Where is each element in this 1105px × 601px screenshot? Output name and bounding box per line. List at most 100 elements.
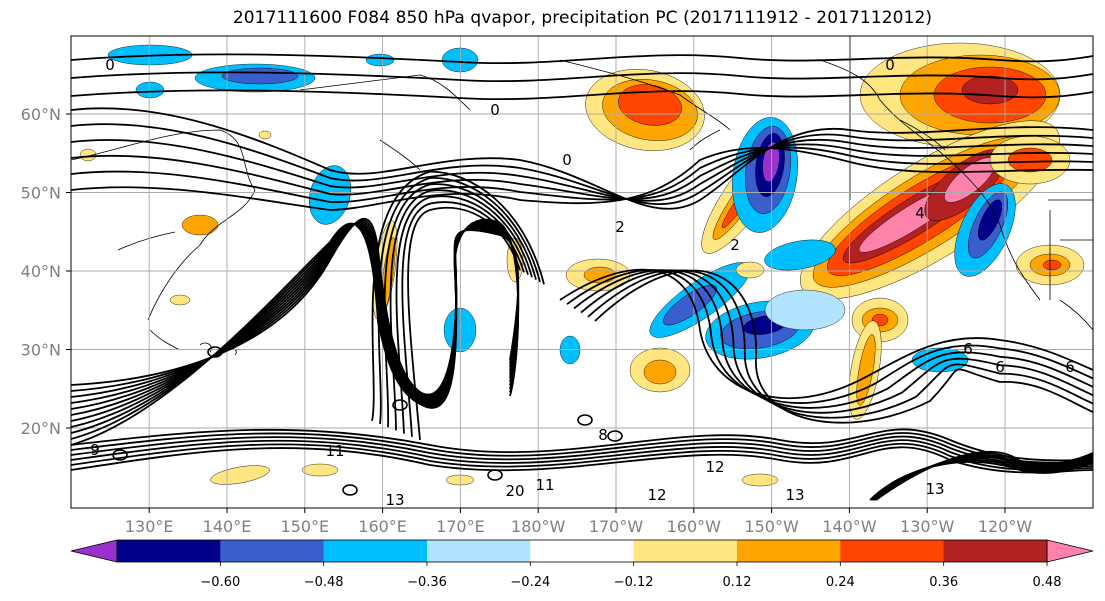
precip-cell: [559, 335, 581, 365]
lon-tick-label: 140°E: [203, 517, 252, 536]
contour-label: 8: [598, 426, 608, 444]
lon-tick-label: 130°W: [900, 517, 955, 536]
contour-label: 2: [615, 218, 625, 236]
precip-cell: [662, 284, 718, 326]
colorbar-box: [943, 540, 1048, 562]
map-frame: [70, 35, 1094, 509]
qvapor-contour: [71, 146, 1093, 203]
latitude-ticks: 60°N 50°N 40°N 30°N 20°N: [21, 105, 71, 438]
colorbar-tick-label: −0.24: [510, 575, 550, 590]
colorbar-box: [427, 540, 531, 562]
precip-cell: [181, 214, 219, 236]
contour-label: 13: [925, 480, 944, 498]
qvapor-contours: [71, 53, 1093, 501]
colorbar-box: [840, 540, 945, 562]
precip-cell: [221, 67, 299, 85]
precipitation-shading: [79, 42, 1085, 487]
qvapor-contour: [395, 195, 529, 434]
lon-tick-label: 170°E: [436, 517, 485, 536]
qvapor-contour: [71, 53, 1093, 65]
qvapor-contour: [566, 269, 1093, 404]
qvapor-contour: [71, 432, 1093, 464]
precip-cell: [79, 148, 97, 162]
precip-cell: [258, 130, 272, 140]
colorbar-tick-label: 0.24: [826, 575, 855, 590]
contour-label: 6: [963, 340, 973, 358]
qvapor-contour: [389, 189, 533, 431]
contour-label: 0: [490, 101, 500, 119]
precip-cell: [764, 239, 836, 271]
qvapor-contour: [71, 107, 1093, 210]
colorbar-tick-label: −0.48: [304, 575, 344, 590]
lat-tick-label: 20°N: [21, 419, 61, 438]
lon-tick-label: 150°E: [280, 517, 329, 536]
colorbar-box: [633, 540, 738, 562]
precip-cell: [1007, 147, 1053, 173]
qvapor-contour: [377, 177, 541, 425]
lon-tick-label: 180°W: [511, 517, 566, 536]
colorbar-box: [117, 540, 221, 562]
longitude-ticks: 130°E 140°E 150°E 160°E 170°E 180°W 170°W 160°W…: [125, 508, 1032, 536]
qvapor-contour: [71, 221, 520, 434]
qvapor-contour: [587, 269, 1093, 419]
contour-label: 12: [705, 458, 724, 476]
colorbar-tick-label: 0.36: [929, 575, 958, 590]
qvapor-contour: [875, 451, 1093, 501]
qvapor-contour: [594, 269, 1093, 424]
lat-tick-label: 40°N: [21, 262, 61, 281]
qvapor-contour: [487, 469, 503, 481]
colorbar-tick-label: −0.36: [407, 575, 447, 590]
precip-cell: [1042, 259, 1062, 271]
contour-label: 9: [90, 441, 100, 459]
qvapor-contour: [71, 428, 1093, 462]
contour-label: 12: [647, 486, 666, 504]
qvapor-contour: [207, 346, 223, 358]
colorbar-box: [530, 540, 635, 562]
qvapor-contour: [71, 71, 1093, 83]
precip-cell: [961, 75, 1019, 105]
contour-label: 13: [785, 486, 804, 504]
colorbar-extend-low: [70, 539, 118, 563]
contour-label: 4: [915, 204, 925, 222]
contour-label: 0: [562, 151, 572, 169]
qvapor-contour: [342, 484, 358, 496]
qvapor-contour: [71, 217, 520, 396]
contour-label: 2: [730, 236, 740, 254]
colorbar-tick-label: 0.48: [1033, 575, 1062, 590]
contour-label: 0: [105, 56, 115, 74]
lon-tick-label: 130°E: [125, 517, 174, 536]
qvapor-contour: [401, 201, 525, 437]
qvapor-contour: [71, 446, 1093, 474]
contour-labels: 0 0 0 0 2 2 4 6 6 6 8 9 11 11 12 12 13 13 13 20: [90, 56, 1075, 508]
contour-label: 6: [1065, 358, 1075, 376]
coastline: [299, 74, 471, 171]
colorbar-tick-label: −0.60: [200, 575, 240, 590]
precip-cell: [741, 473, 779, 487]
qvapor-contour: [112, 449, 128, 461]
lat-tick-label: 60°N: [21, 105, 61, 124]
precip-cell: [643, 359, 677, 385]
precip-cell: [735, 261, 765, 279]
precip-cell: [301, 463, 339, 477]
qvapor-contour: [71, 146, 1093, 211]
lon-tick-label: 160°E: [358, 517, 407, 536]
colorbar-outline: [116, 539, 1048, 563]
colorbar-box: [323, 540, 428, 562]
precip-cell: [762, 141, 780, 183]
contour-label: 0: [885, 56, 895, 74]
lon-tick-label: 150°W: [744, 517, 799, 536]
precip-cell: [210, 465, 270, 485]
precip-cell: [169, 294, 191, 306]
colorbar-tick-label: 0.12: [723, 575, 752, 590]
coastline: [999, 224, 1093, 331]
contour-label: 6: [995, 358, 1005, 376]
qvapor-contour: [71, 138, 1093, 202]
contour-label: 11: [325, 442, 344, 460]
qvapor-contour: [577, 414, 593, 426]
qvapor-contour: [71, 222, 520, 410]
qvapor-contour: [371, 170, 545, 421]
qvapor-contour: [71, 89, 1093, 101]
chart-title: 2017111600 F084 850 hPa qvapor, precipit…: [232, 8, 933, 28]
precip-cell: [135, 81, 165, 99]
